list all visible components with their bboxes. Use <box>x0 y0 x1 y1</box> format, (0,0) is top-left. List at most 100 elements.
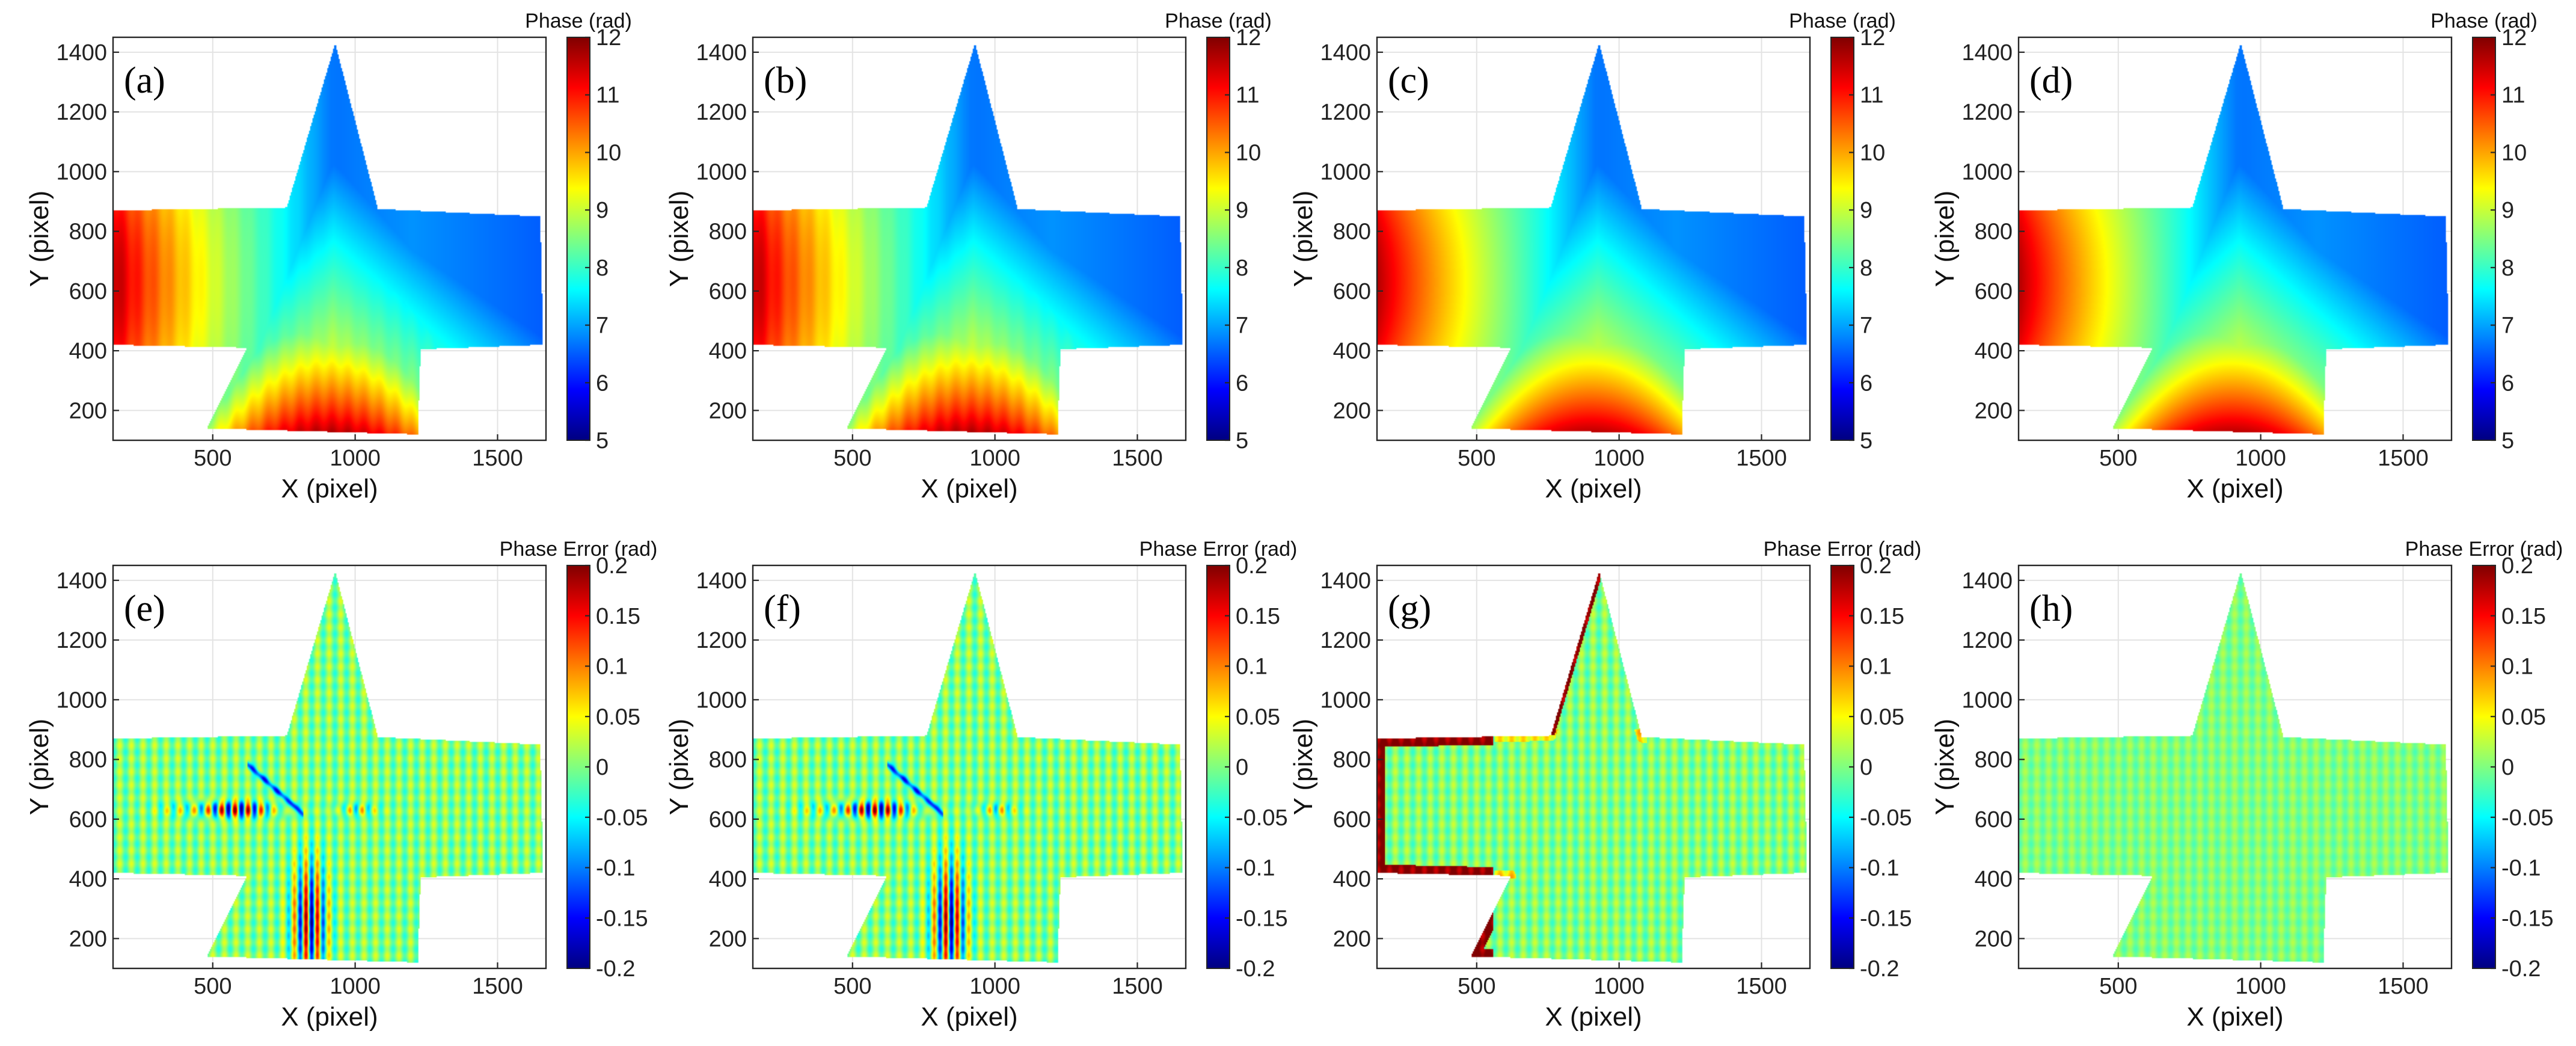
colorbar-tick-label: 9 <box>596 198 609 223</box>
colorbar-tick-label: -0.15 <box>1236 906 1288 931</box>
y-axis-label: Y (pixel) <box>1289 719 1318 816</box>
colorbar-tick-label: 8 <box>2501 256 2514 281</box>
panel-g: 500 1000 1500 200 400 600 800 1000 1200 1400 X (pi… <box>1289 538 1921 1032</box>
y-tick-label: 200 <box>709 926 747 952</box>
colorbar-tick-label: 10 <box>1860 140 1885 165</box>
x-tick-label: 500 <box>2099 974 2137 999</box>
y-tick-label: 200 <box>69 398 107 423</box>
y-tick-label: 800 <box>1975 220 2013 245</box>
y-tick-label: 1000 <box>56 159 107 185</box>
colorbar-tick-label: 6 <box>596 371 609 396</box>
panel-e: 500 1000 1500 200 400 600 800 1000 1200 1400 X (pi… <box>25 538 657 1032</box>
colorbar-tick-label: 0.2 <box>596 553 628 579</box>
y-tick-label: 200 <box>1975 398 2013 423</box>
colorbar-tick-label: -0.2 <box>1236 956 1275 982</box>
colorbar-tick-label: 0.15 <box>1860 604 1904 629</box>
axes-box <box>1376 36 1811 441</box>
y-tick-label: 400 <box>1333 867 1371 892</box>
colorbar-tick-label: -0.15 <box>1860 906 1912 931</box>
x-tick-label: 1000 <box>969 974 1020 999</box>
panel-f: 500 1000 1500 200 400 600 800 1000 1200 1400 X (pi… <box>664 538 1297 1032</box>
x-tick-label: 500 <box>833 446 871 471</box>
y-tick-label: 1000 <box>696 688 747 713</box>
colorbar-tick-label: 0.15 <box>1236 604 1280 629</box>
y-tick-label: 1000 <box>1961 688 2013 713</box>
x-tick-label: 500 <box>1458 446 1495 471</box>
x-tick-label: 500 <box>2099 446 2137 471</box>
colorbar-tick-label: 11 <box>2501 83 2525 108</box>
panel-c: 500 1000 1500 200 400 600 800 1000 1200 1400 X (pi… <box>1289 10 1896 503</box>
colorbar-tick-label: -0.05 <box>1236 805 1288 831</box>
y-axis-label: Y (pixel) <box>664 191 694 288</box>
x-axis-label: X (pixel) <box>921 474 1017 503</box>
colorbar-tick-label: 0.2 <box>1236 553 1268 579</box>
x-tick-label: 1500 <box>472 446 523 471</box>
colorbar-tick-label: 11 <box>1236 83 1259 108</box>
y-tick-label: 1400 <box>1961 568 2013 594</box>
axes-box <box>752 36 1187 441</box>
y-tick-label: 400 <box>709 867 747 892</box>
y-tick-label: 1000 <box>696 159 747 185</box>
y-tick-label: 800 <box>69 748 107 773</box>
colorbar-tick-label: -0.1 <box>2501 856 2541 881</box>
colorbar-tick-label: 10 <box>2501 140 2527 165</box>
y-tick-label: 1200 <box>56 100 107 125</box>
y-tick-label: 1400 <box>696 40 747 66</box>
panel-label: (h) <box>2029 588 2073 629</box>
y-tick-label: 600 <box>69 279 107 304</box>
colorbar-tick-label: 0.15 <box>2501 604 2546 629</box>
colorbar-tick-label: -0.1 <box>596 856 635 881</box>
y-tick-label: 400 <box>1333 339 1371 364</box>
y-tick-label: 1200 <box>56 628 107 653</box>
colorbar-tick-label: 8 <box>596 256 609 281</box>
colorbar-tick-label: 8 <box>1236 256 1248 281</box>
colorbar-tick-label: 5 <box>596 428 609 454</box>
y-tick-label: 400 <box>709 339 747 364</box>
heatmap-image <box>1377 37 1810 440</box>
colorbar-tick-label: 6 <box>1860 371 1872 396</box>
colorbar-tick-label: 5 <box>2501 428 2514 454</box>
colorbar-tick-label: 0 <box>1860 755 1872 780</box>
x-tick-label: 500 <box>194 446 232 471</box>
colorbar-tick-label: -0.05 <box>2501 805 2554 831</box>
colorbar-tick-label: 11 <box>596 83 619 108</box>
y-tick-label: 1200 <box>1320 100 1371 125</box>
colorbar-tick-label: 7 <box>1236 313 1248 339</box>
y-tick-label: 1400 <box>56 568 107 594</box>
y-tick-label: 200 <box>1333 926 1371 952</box>
colorbar-tick-label: 7 <box>2501 313 2514 339</box>
colorbar-title: Phase (rad) <box>525 10 632 32</box>
colorbar-tick-label: -0.1 <box>1860 856 1899 881</box>
y-tick-label: 200 <box>709 398 747 423</box>
colorbar-tick-label: 9 <box>1860 198 1872 223</box>
colorbar-tick-label: 0.05 <box>596 704 640 730</box>
y-tick-label: 1400 <box>1320 568 1371 594</box>
x-axis-label: X (pixel) <box>1545 1002 1642 1032</box>
colorbar-tick-label: 10 <box>596 140 621 165</box>
axes-box <box>1376 564 1811 970</box>
axes-box <box>112 564 547 970</box>
y-tick-label: 600 <box>1975 279 2013 304</box>
axes-box <box>752 564 1187 970</box>
x-tick-label: 1500 <box>1736 974 1787 999</box>
heatmap-image <box>113 565 546 968</box>
colorbar-tick-label: 10 <box>1236 140 1261 165</box>
y-tick-label: 1200 <box>696 628 747 653</box>
y-tick-label: 1400 <box>1961 40 2013 66</box>
colorbar-tick-label: -0.15 <box>596 906 648 931</box>
y-tick-label: 400 <box>69 339 107 364</box>
colorbar-tick-label: 12 <box>2501 25 2527 51</box>
x-tick-label: 1500 <box>472 974 523 999</box>
colorbar-tick-label: 6 <box>1236 371 1248 396</box>
heatmap-image <box>753 37 1186 440</box>
colorbar-tick-label: -0.15 <box>2501 906 2554 931</box>
colorbar-title: Phase (rad) <box>1789 10 1896 32</box>
y-tick-label: 1400 <box>696 568 747 594</box>
panel-b: 500 1000 1500 200 400 600 800 1000 1200 1400 X (pi… <box>664 10 1272 503</box>
panel-label: (b) <box>764 60 807 101</box>
colorbar-tick-label: 11 <box>1860 83 1883 108</box>
colorbar-tick-label: 5 <box>1236 428 1248 454</box>
y-tick-label: 400 <box>1975 867 2013 892</box>
y-tick-label: 1000 <box>1961 159 2013 185</box>
